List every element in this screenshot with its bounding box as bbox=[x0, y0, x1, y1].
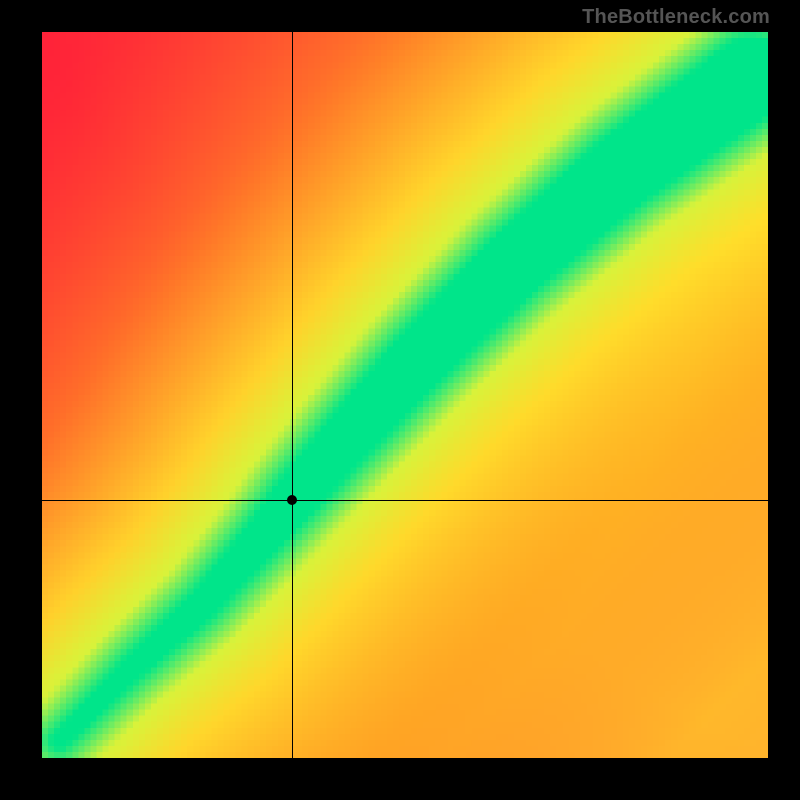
chart-container: TheBottleneck.com bbox=[0, 0, 800, 800]
crosshair-vertical bbox=[292, 32, 293, 758]
crosshair-horizontal bbox=[42, 500, 768, 501]
heatmap-plot bbox=[42, 32, 768, 758]
watermark-text: TheBottleneck.com bbox=[582, 6, 770, 29]
